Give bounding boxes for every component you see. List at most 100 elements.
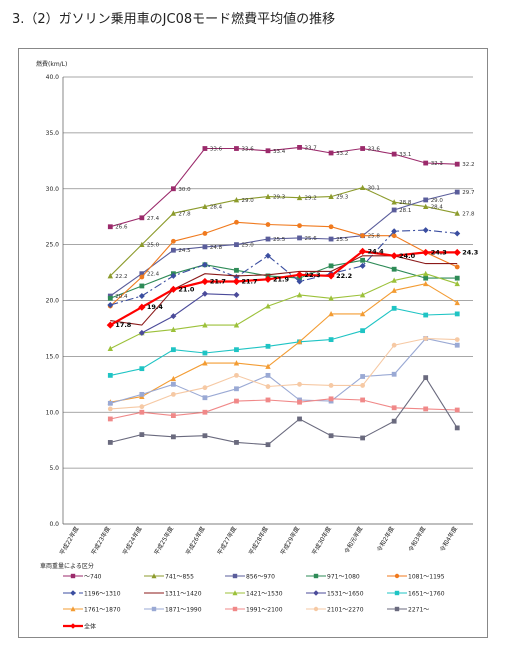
data-label: 25.6 (305, 236, 318, 242)
data-point-marker (151, 573, 157, 579)
series-～740 (107, 145, 460, 230)
data-point-marker (70, 606, 76, 612)
data-point-marker (201, 261, 208, 268)
data-point-marker (170, 313, 177, 320)
legend-item: 2101～2270 (305, 604, 364, 616)
legend-label: 1311～1420 (165, 590, 202, 597)
data-point-marker (394, 573, 400, 579)
data-point-marker (297, 381, 302, 387)
data-point-marker (170, 347, 176, 353)
data-labels: 26.6 27.4 30.0 33.6 33.6 33.4 33.7 33.2 33.6 33.1… (115, 145, 478, 329)
data-point-marker (106, 321, 114, 329)
data-point-marker (423, 312, 429, 318)
data-point-marker (139, 391, 145, 397)
legend-swatch (63, 573, 83, 579)
data-point-marker (201, 290, 208, 297)
data-label: 33.6 (210, 147, 223, 153)
series-group (106, 145, 461, 448)
legend-swatch (306, 589, 326, 596)
data-point-marker (391, 199, 397, 205)
series-1991～2100 (107, 396, 460, 422)
data-point-marker (390, 252, 398, 260)
data-point-marker (107, 345, 114, 351)
data-point-marker (201, 277, 209, 286)
data-label: 28.1 (399, 208, 411, 214)
data-point-marker (70, 622, 76, 629)
data-point-marker (359, 184, 366, 191)
page-title: 3.（2）ガソリン乗用車のJC08モード燃費平均値の推移 (12, 12, 336, 27)
data-label: 28.4 (431, 205, 444, 211)
legend-item: 1081～1195 (386, 571, 445, 583)
data-label: 21.7 (241, 278, 257, 286)
data-label: 33.2 (336, 151, 348, 157)
data-point-marker (202, 395, 208, 401)
data-point-marker (232, 589, 238, 595)
data-point-marker (202, 203, 208, 210)
data-point-marker (202, 433, 208, 439)
data-label: 19.4 (147, 303, 164, 311)
data-point-marker (328, 383, 334, 388)
data-point-marker (328, 224, 334, 230)
data-point-marker (454, 230, 461, 237)
series-line (110, 337, 458, 410)
data-point-marker (232, 277, 241, 286)
data-point-marker (265, 222, 271, 227)
legend-swatch (144, 606, 164, 612)
data-point-marker (170, 210, 177, 216)
y-tick-label: 20.0 (46, 298, 60, 305)
data-point-marker (297, 399, 302, 405)
data-label: 28.8 (399, 200, 412, 206)
data-label: 24.4 (368, 247, 385, 255)
data-point-marker (360, 257, 366, 263)
data-label: 22.2 (336, 272, 352, 280)
data-point-marker (423, 336, 429, 341)
data-point-marker (170, 272, 177, 279)
series-line (109, 250, 458, 327)
data-point-marker (265, 236, 271, 242)
data-point-marker (138, 293, 145, 300)
data-point-marker (139, 274, 145, 280)
data-point-marker (139, 432, 145, 437)
data-point-marker (360, 435, 366, 441)
data-point-marker (265, 372, 271, 378)
legend-swatch (306, 573, 326, 579)
data-label: 22.4 (147, 272, 160, 278)
data-label: 33.1 (399, 152, 411, 158)
legend-label: 1651～1760 (408, 590, 445, 597)
data-point-marker (391, 405, 397, 411)
data-label: 30.1 (368, 186, 380, 192)
data-point-marker (359, 262, 366, 269)
data-point-marker (328, 396, 334, 402)
legend-item: 1651～1760 (386, 588, 445, 600)
data-point-marker (454, 161, 460, 167)
data-label: 24.3 (462, 248, 478, 256)
grid-lines (63, 76, 473, 525)
legend-item: 856～970 (224, 571, 275, 583)
data-point-marker (423, 197, 429, 203)
legend-swatch (387, 573, 407, 579)
data-point-marker (422, 270, 429, 277)
data-point-marker (234, 242, 239, 248)
series-line (110, 307, 458, 376)
data-label: 25.5 (273, 237, 286, 243)
data-point-marker (391, 228, 398, 235)
data-point-marker (391, 418, 397, 424)
data-label: 33.6 (241, 147, 254, 153)
data-point-marker (139, 283, 145, 289)
data-label: 17.8 (115, 321, 132, 329)
legend-item: 1871～1990 (143, 604, 202, 616)
legend-label: 1196～1310 (84, 590, 121, 597)
data-point-marker (328, 150, 334, 156)
legend-label: 全体 (84, 623, 97, 630)
data-point-marker (70, 589, 76, 596)
data-point-marker (391, 342, 397, 348)
series-2271～ (107, 375, 460, 448)
data-point-marker (454, 311, 460, 317)
data-point-marker (454, 275, 460, 281)
legend-swatch (387, 590, 407, 595)
data-point-marker (265, 442, 271, 448)
y-tick-label: 35.0 (46, 130, 60, 137)
data-label: 33.7 (305, 145, 318, 151)
data-point-marker (170, 326, 177, 332)
